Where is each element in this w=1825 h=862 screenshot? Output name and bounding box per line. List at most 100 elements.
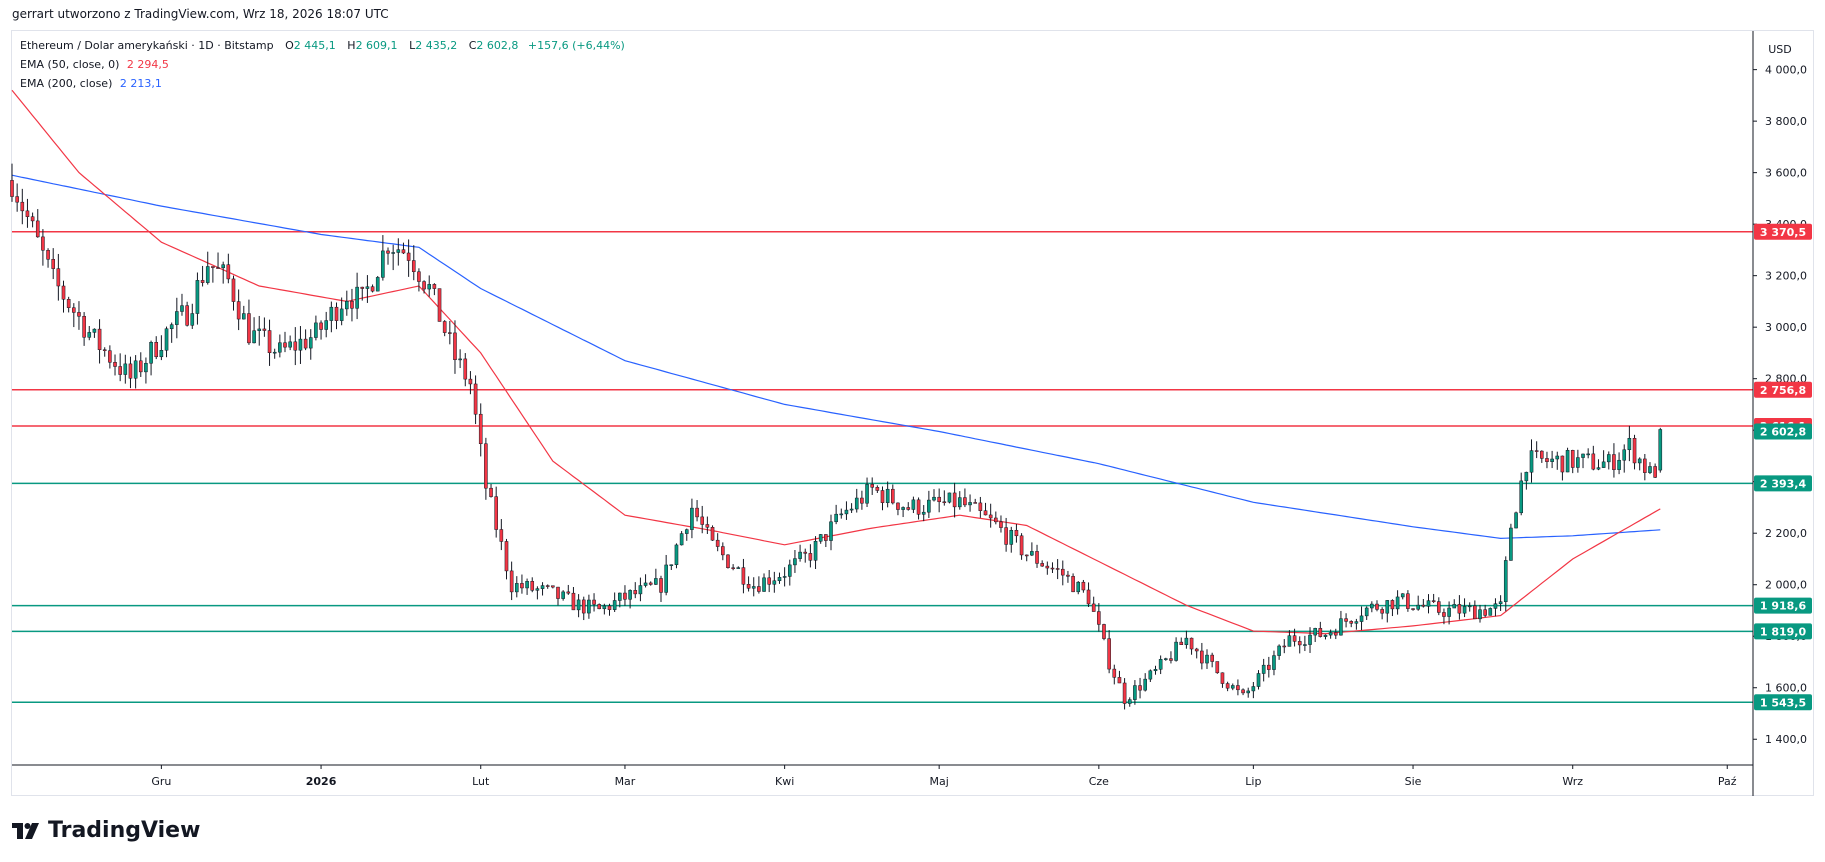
x-tick-label: Sie — [1405, 775, 1422, 788]
tradingview-logo[interactable]: TradingView — [12, 818, 200, 843]
candle-body — [1416, 604, 1420, 610]
candle-body — [144, 362, 148, 373]
candle-body — [721, 546, 725, 556]
candle-body — [1158, 659, 1163, 670]
candle-body — [118, 366, 122, 375]
candle-body — [35, 220, 40, 238]
candle-body — [684, 529, 689, 534]
candle-body — [87, 332, 92, 338]
candle-body — [1426, 600, 1431, 607]
candle-body — [628, 590, 632, 600]
candle-body — [1648, 466, 1652, 473]
candle-body — [1256, 673, 1261, 687]
ema50-label[interactable]: EMA (50, close, 0) — [20, 58, 120, 71]
candle-body — [1117, 677, 1122, 684]
candle-body — [123, 363, 128, 375]
candle-body — [236, 301, 241, 320]
level-label: 3 370,5 — [1760, 226, 1806, 239]
candle-body — [1344, 618, 1348, 622]
candle-body — [1184, 637, 1189, 645]
candle-body — [1581, 453, 1585, 458]
candle-body — [1643, 458, 1647, 473]
candle-body — [813, 540, 818, 561]
candle-body — [551, 585, 555, 588]
candle-body — [185, 305, 189, 326]
candle-body — [865, 484, 869, 504]
candle-body — [1400, 593, 1405, 598]
candle-body — [1385, 600, 1390, 614]
candle-body — [782, 576, 787, 578]
candle-body — [262, 328, 267, 331]
candle-body — [1179, 641, 1184, 645]
x-tick-label: Mar — [615, 775, 636, 788]
candle-body — [571, 592, 576, 611]
open-label: O — [285, 39, 294, 52]
y-tick-label: 2 000,0 — [1765, 579, 1807, 592]
candle-body — [499, 529, 504, 542]
candle-body — [77, 312, 81, 317]
candle-body — [391, 252, 395, 254]
candle-body — [1076, 581, 1081, 593]
candle-body — [690, 507, 694, 530]
candle-body — [1091, 603, 1096, 612]
candle-body — [618, 592, 622, 601]
candle-body — [1591, 453, 1596, 470]
y-tick-label: 3 000,0 — [1765, 321, 1807, 334]
high-label: H — [347, 39, 356, 52]
candle-body — [911, 499, 916, 510]
candle-body — [221, 264, 225, 269]
candle-body — [772, 580, 777, 585]
candle-body — [1627, 438, 1632, 451]
candle-body — [545, 585, 550, 587]
candle-body — [581, 599, 586, 614]
candle-body — [834, 513, 838, 523]
candle-body — [1653, 466, 1657, 478]
candle-body — [1658, 429, 1663, 471]
candle-body — [1493, 603, 1498, 609]
candle-body — [1004, 527, 1008, 545]
candle-body — [25, 210, 30, 217]
candle-body — [288, 341, 292, 348]
symbol-name[interactable]: Ethereum / Dolar amerykański · 1D · Bits… — [20, 39, 274, 52]
candle-body — [952, 492, 957, 508]
candle-body — [20, 201, 25, 212]
candle-body — [932, 496, 936, 501]
ema50-layer — [11, 89, 1661, 635]
candle-body — [205, 266, 210, 283]
ema200-layer — [11, 174, 1661, 540]
candle-body — [808, 553, 813, 561]
x-tick-label: Kwi — [775, 775, 794, 788]
x-tick-label: Maj — [930, 775, 949, 788]
ema200-line — [11, 174, 1661, 540]
candle-body — [489, 487, 493, 497]
candle-body — [736, 567, 741, 569]
candle-body — [1287, 635, 1292, 647]
candle-body — [643, 582, 648, 586]
candle-body — [1040, 563, 1044, 567]
candle-body — [1169, 658, 1173, 661]
candle-body — [1189, 637, 1194, 650]
level-label-box — [1754, 223, 1812, 240]
candle-body — [1349, 621, 1354, 624]
candle-body — [824, 534, 828, 541]
candle-body — [1030, 551, 1034, 556]
candle-body — [41, 236, 45, 251]
level-label: 2 756,8 — [1760, 384, 1806, 397]
tradingview-logo-icon — [12, 822, 39, 839]
candle-body — [10, 180, 14, 197]
candle-body — [664, 564, 668, 593]
ema200-label[interactable]: EMA (200, close) — [20, 77, 113, 90]
candle-body — [968, 502, 972, 506]
candle-body — [1509, 527, 1513, 561]
x-tick-label: Lut — [472, 775, 490, 788]
candle-body — [1380, 609, 1384, 614]
last-price-label-box — [1754, 423, 1812, 440]
candle-body — [1097, 611, 1101, 625]
candle-body — [669, 564, 674, 566]
candle-body — [422, 281, 426, 290]
candle-body — [726, 554, 730, 569]
candle-body — [92, 328, 97, 333]
chart-frame — [11, 30, 1814, 796]
y-tick-label: 2 200,0 — [1765, 527, 1807, 540]
